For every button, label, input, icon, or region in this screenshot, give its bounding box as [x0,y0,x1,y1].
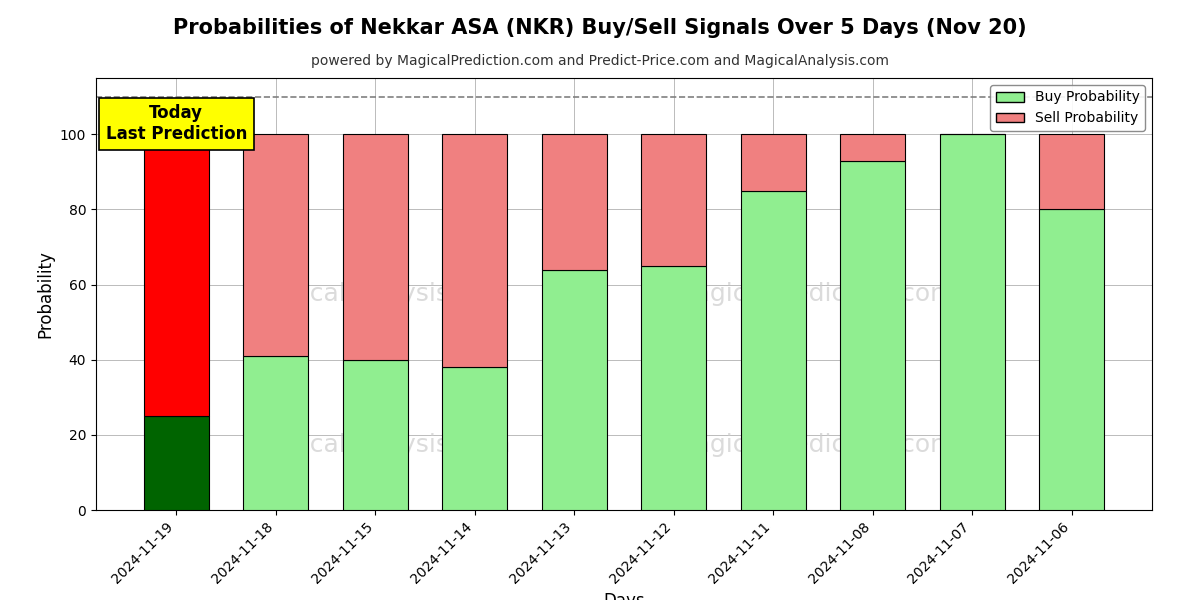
Bar [740,134,805,191]
Bar [144,416,209,510]
Bar [343,134,408,360]
Bar [840,161,905,510]
Text: Probabilities of Nekkar ASA (NKR) Buy/Sell Signals Over 5 Days (Nov 20): Probabilities of Nekkar ASA (NKR) Buy/Se… [173,18,1027,38]
Text: MagicalAnalysis.com: MagicalAnalysis.com [251,433,511,457]
Bar [542,269,606,510]
Bar [940,134,1004,510]
Bar [1039,209,1104,510]
Bar [144,134,209,416]
Text: MagicalPrediction.com: MagicalPrediction.com [673,282,955,306]
Bar [443,367,508,510]
X-axis label: Days: Days [604,592,644,600]
Bar [343,360,408,510]
Bar [443,134,508,367]
Text: MagicalAnalysis.com: MagicalAnalysis.com [251,282,511,306]
Bar [244,134,308,356]
Bar [642,134,706,266]
Legend: Buy Probability, Sell Probability: Buy Probability, Sell Probability [990,85,1145,131]
Text: Today
Last Prediction: Today Last Prediction [106,104,247,143]
Y-axis label: Probability: Probability [36,250,54,338]
Bar [244,356,308,510]
Bar [542,134,606,269]
Bar [840,134,905,161]
Bar [740,191,805,510]
Text: MagicalPrediction.com: MagicalPrediction.com [673,433,955,457]
Bar [1039,134,1104,209]
Text: powered by MagicalPrediction.com and Predict-Price.com and MagicalAnalysis.com: powered by MagicalPrediction.com and Pre… [311,54,889,68]
Bar [642,266,706,510]
